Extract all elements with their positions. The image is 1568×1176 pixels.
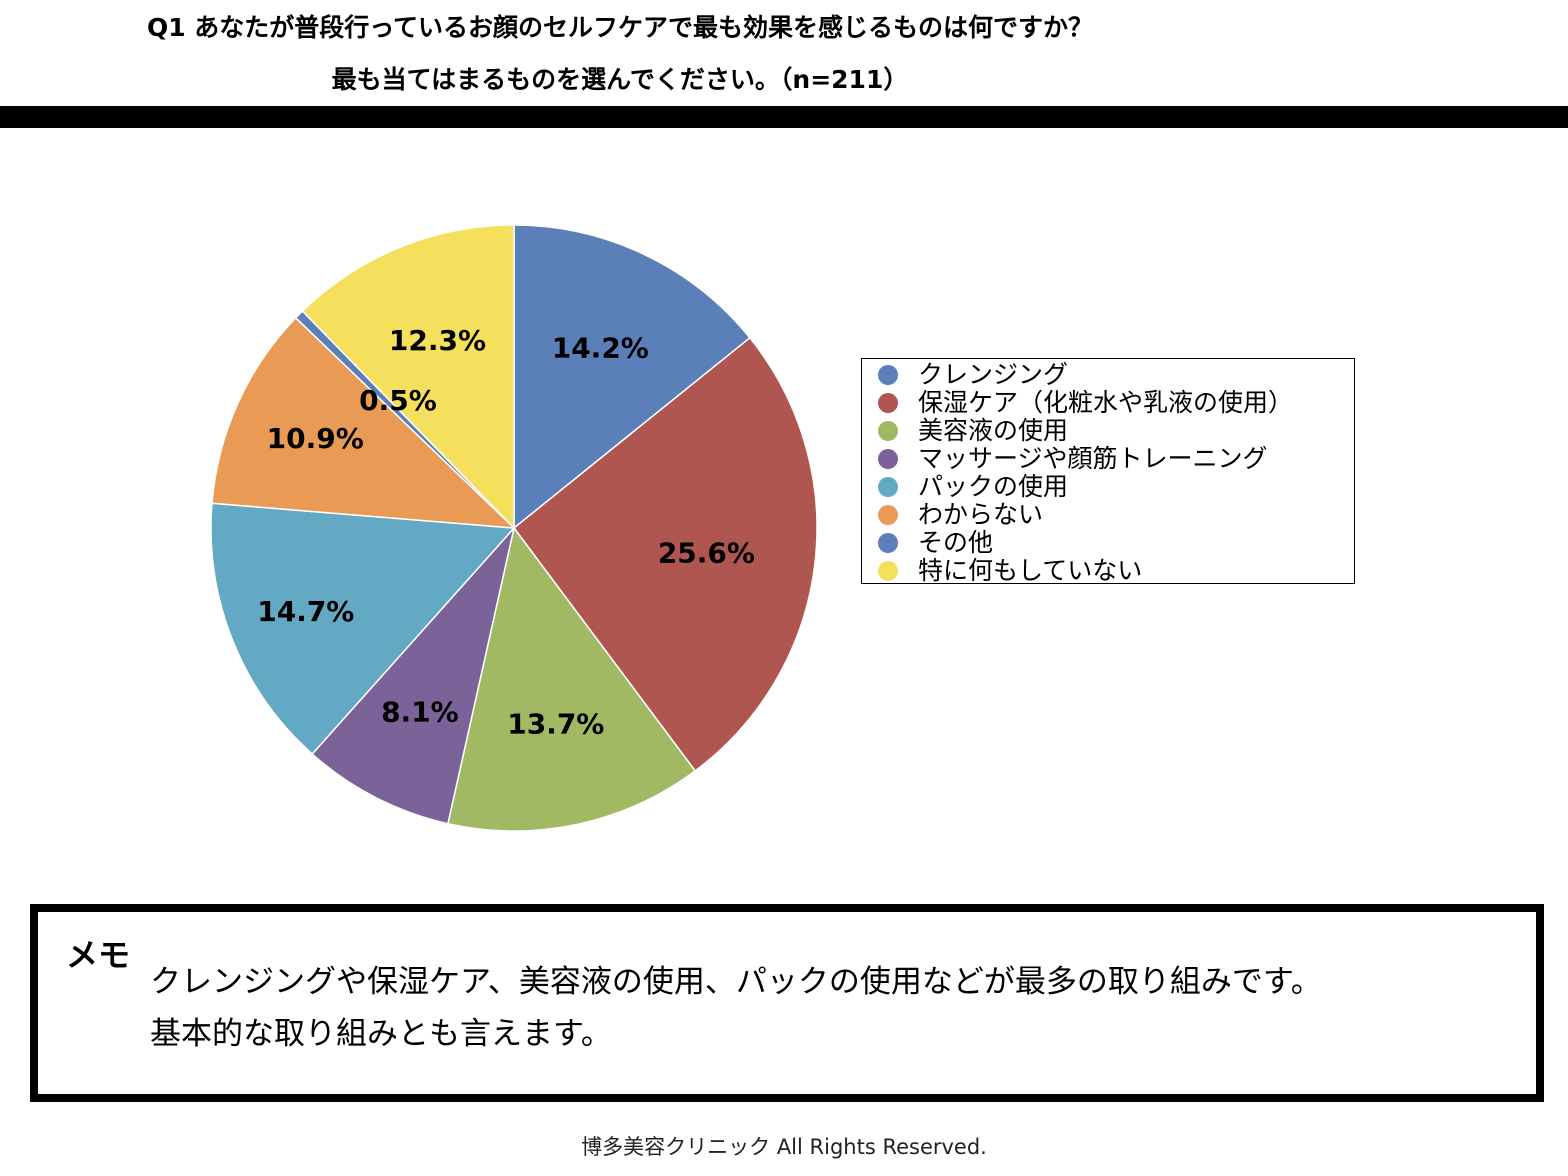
legend-item: わからない [878,501,1354,529]
legend-item: パックの使用 [878,473,1354,501]
slice-value-label: 25.6% [658,536,755,569]
pie-slice [311,525,516,825]
legend-label: パックの使用 [918,472,1069,501]
legend-swatch-icon [878,533,898,553]
memo-text-line1: クレンジングや保湿ケア、美容液の使用、パックの使用などが最多の取り組みです。 [150,964,1322,1000]
pie-chart: 14.2% 25.6% 13.7% 8.1% 14.7% 10.9% 0.5% 12.3% [210,224,818,832]
chart-legend: クレンジング 保湿ケア（化粧水や乳液の使用） 美容液の使用 マッサージや顔筋トレ… [861,358,1355,585]
chart-title-line1: Q1 あなたが普段行っているお顔のセルフケアで最も効果を感じるものは何ですか？ [146,13,1094,42]
legend-label: マッサージや顔筋トレーニング [918,444,1268,473]
pie-slice [301,224,515,530]
memo-text-line2: 基本的な取り組みとも言えます。 [150,1016,612,1052]
slice-value-label: 10.9% [267,422,364,455]
legend-label: わからない [918,500,1044,529]
slice-value-label: 13.7% [507,708,604,741]
legend-swatch-icon [878,477,898,497]
header-divider-bar [0,106,1568,128]
legend-item: 美容液の使用 [878,417,1354,445]
pie-slice [210,502,516,756]
legend-item: 保湿ケア（化粧水や乳液の使用） [878,389,1354,417]
slice-value-label: 14.2% [552,332,649,365]
chart-title-line2: 最も当てはまるものを選んでください。（n=211） [331,65,909,94]
memo-title: メモ [66,936,131,974]
legend-item: マッサージや顔筋トレーニング [878,445,1354,473]
pie-slice [512,336,818,772]
legend-item: その他 [878,529,1354,557]
legend-item: 特に何もしていない [878,557,1354,585]
legend-label: 美容液の使用 [918,416,1069,445]
legend-label: その他 [918,528,994,557]
legend-item: クレンジング [878,361,1354,389]
slice-value-label: 8.1% [381,695,459,728]
legend-swatch-icon [878,421,898,441]
slice-value-label: 14.7% [257,595,354,628]
slice-value-label: 12.3% [389,324,486,357]
legend-swatch-icon [878,365,898,385]
slice-value-label: 0.5% [359,384,437,417]
pie-slice [513,224,751,530]
memo-box: メモ クレンジングや保湿ケア、美容液の使用、パックの使用などが最多の取り組みです… [30,904,1544,1102]
footer-copyright: 博多美容クリニック All Rights Reserved. [581,1135,987,1159]
legend-label: 特に何もしていない [918,556,1143,585]
legend-swatch-icon [878,561,898,581]
pie-slice [211,316,517,529]
legend-swatch-icon [878,505,898,525]
legend-swatch-icon [878,449,898,469]
legend-label: クレンジング [918,360,1069,389]
legend-swatch-icon [878,393,898,413]
legend-label: 保湿ケア（化粧水や乳液の使用） [918,388,1294,417]
pie-slice [447,526,697,832]
